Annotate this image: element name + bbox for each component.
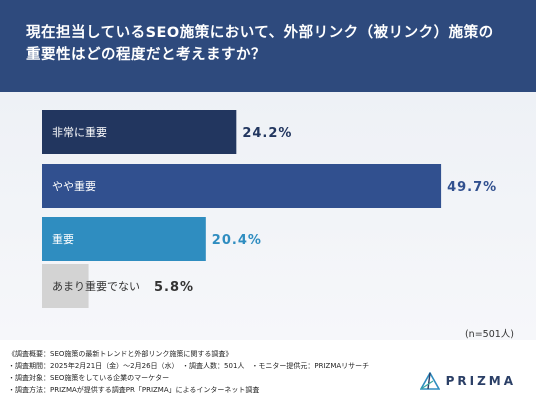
bar-category-label: あまり重要でない	[52, 279, 140, 293]
bar-1	[42, 110, 237, 154]
bar-3	[42, 217, 206, 261]
chart-area: 非常に重要 24.2% やや重要 49.7% 重要 20.4% あまり重要でない 5.8%	[0, 92, 536, 340]
survey-method: ・調査方法：PRIZMAが提供する調査PR「PRIZMA」によるインターネット調…	[8, 386, 260, 394]
sample-size-note: (n=501人)	[464, 329, 514, 340]
bar-value-label: 20.4%	[212, 233, 262, 248]
prizma-triangle-icon	[419, 372, 440, 390]
survey-footer: 《調査概要：SEO施策の最新トレンドと外部リンク施策に関する調査》 ・調査期間：…	[0, 342, 536, 402]
survey-overview: 《調査概要：SEO施策の最新トレンドと外部リンク施策に関する調査》	[8, 350, 233, 358]
bar-category-label: やや重要	[52, 179, 96, 193]
chart-title-line-1: 現在担当しているSEO施策において、外部リンク（被リンク）施策の	[26, 25, 494, 41]
bar-category-label: 重要	[52, 232, 74, 246]
brand-name: PRIZMA	[445, 374, 516, 388]
bar-value-label: 49.7%	[447, 180, 497, 195]
bar-value-label: 24.2%	[242, 126, 292, 141]
bar-chart: 非常に重要 24.2% やや重要 49.7% 重要 20.4% あまり重要でない 5.8%	[42, 110, 497, 308]
survey-period: ・調査期間：2025年2月21日（金）〜2月26日（水） ・調査人数：501人 …	[8, 362, 370, 370]
bar-4	[42, 264, 89, 308]
bar-2	[42, 164, 442, 208]
header-banner: 現在担当しているSEO施策において、外部リンク（被リンク）施策の 重要性はどの程…	[0, 0, 536, 92]
survey-target: ・調査対象：SEO施策をしている企業のマーケター	[8, 374, 170, 382]
brand-logo: PRIZMA	[419, 372, 516, 390]
chart-title-line-2: 重要性はどの程度だと考えますか？	[26, 47, 266, 63]
bar-value-label: 5.8%	[154, 280, 194, 295]
bar-category-label: 非常に重要	[52, 125, 107, 139]
